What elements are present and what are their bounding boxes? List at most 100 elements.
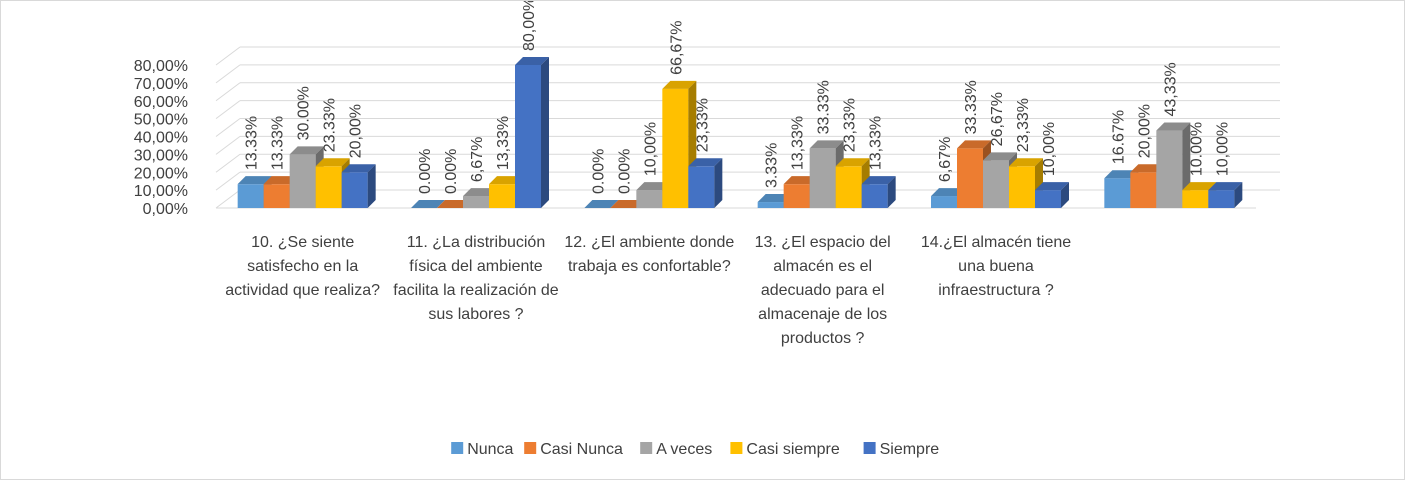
data-label: 20,00% [1136,104,1153,158]
data-label: 80,00% [521,1,538,51]
y-tick-label: 50,00% [134,112,188,129]
y-tick-label: 0,00% [143,201,188,218]
bar-side [367,164,376,208]
bar-front [463,196,489,208]
bar-top [983,152,1017,161]
data-label: 66,67% [668,21,685,75]
x-tick-label: 12. ¿El ambiente donde trabaja es confor… [564,234,735,275]
grid-line-side [215,64,241,84]
bar-front [983,160,1009,208]
legend-label: Casi Nunca [540,441,623,458]
legend-label: Siempre [880,441,940,458]
bar-top [237,176,272,185]
bar-side [1061,182,1069,208]
data-label: 0.00% [616,149,633,194]
data-label: 30.00% [296,86,313,140]
legend-swatch [524,442,537,454]
bar-top [610,200,645,208]
bar-front [861,184,888,208]
bar-front [957,148,983,208]
y-tick-label: 60,00% [134,94,188,111]
bar-top [289,146,324,155]
bar-top [636,182,671,191]
bar-top [1182,182,1217,191]
bar-front [263,184,290,208]
bar-top [1156,122,1191,131]
grid-line-side [215,100,241,120]
bar-top [662,80,697,89]
bar-top [437,200,471,208]
bar-front [1182,190,1209,208]
legend-label: Casi siempre [746,441,839,458]
legend-swatch [640,442,653,454]
data-label: 23,33% [694,98,711,152]
bar-front [1035,190,1061,208]
y-tick-label: 30,00% [134,147,188,164]
data-label: 0.00% [417,149,434,194]
bar-front [931,196,957,208]
bar-top [341,164,376,173]
data-label: 13.33% [244,116,261,170]
grid-line-side [215,171,241,191]
data-label: 13,33% [495,116,512,170]
y-tick-label: 80,00% [134,58,188,75]
bar-top [688,158,723,167]
bar-side [887,176,896,208]
data-label: 16.67% [1110,110,1127,164]
data-label: 13.33% [270,116,287,170]
bar-top [263,176,298,185]
grid-line-side [215,189,241,209]
bar-front [688,166,715,208]
bar-top [809,140,844,149]
grid-line-side [215,46,241,66]
bar-top [1104,170,1139,179]
x-tick-label: 10. ¿Se siente satisfecho en la activida… [225,234,381,299]
bar-top [1130,164,1165,173]
data-label: 23.33% [322,98,339,152]
bar-top [411,200,445,208]
bar-top [783,176,818,185]
bar-top [931,188,965,197]
bar-top [463,188,497,197]
bar-front [515,65,541,208]
data-label: 10.00% [1188,122,1205,176]
bar-top [515,57,549,65]
bar-front [341,172,368,208]
data-label: 6,67% [469,137,486,182]
bar-front [809,148,836,208]
grid-line-side [215,82,241,102]
data-label: 23,33% [842,98,859,152]
bar-top [861,176,896,185]
bar-top [1009,158,1043,167]
bar-top [489,176,523,185]
data-label: 23,33% [1015,98,1032,152]
bar-top [835,158,870,167]
bar-top [1035,182,1069,191]
x-tick-label: 11. ¿La distribución física del ambiente… [393,234,559,323]
x-tick-label: 13. ¿El espacio del almacén es el adecua… [754,234,891,347]
bar-side [541,57,549,208]
data-label: 0.00% [443,149,460,194]
bar-front [1104,178,1131,208]
bar-front [1156,130,1183,208]
bar-front [835,166,862,208]
data-label: 3.33% [764,143,781,188]
bar-top [315,158,350,167]
y-tick-label: 40,00% [134,130,188,147]
bar-top [1208,182,1243,191]
bar-front [489,184,515,208]
bar-front [1130,172,1157,208]
bar-top [757,194,792,203]
bar-front [1208,190,1235,208]
data-label: 13,33% [790,116,807,170]
legend-swatch [451,442,464,454]
bar-side [714,158,723,208]
legend-label: Nunca [467,441,513,458]
data-label: 33.33% [816,80,833,134]
grid-line-side [215,135,241,155]
data-label: 6,67% [937,137,954,182]
y-tick-label: 10,00% [134,183,188,200]
bar-front [315,166,342,208]
